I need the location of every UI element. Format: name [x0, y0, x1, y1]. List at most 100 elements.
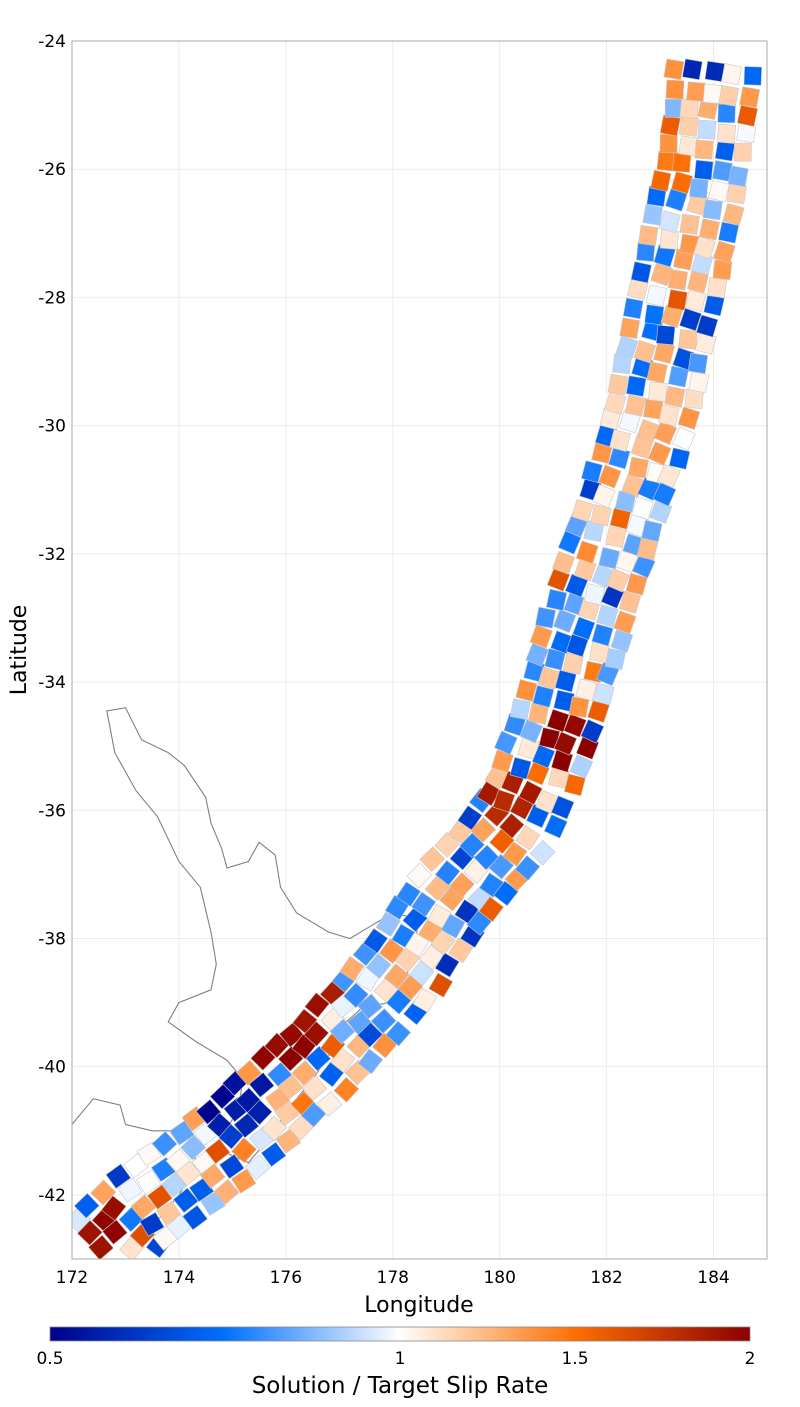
fault-patch [105, 1163, 132, 1189]
fault-patch [687, 270, 709, 294]
fault-patch [722, 203, 745, 226]
fault-patch [357, 1048, 384, 1075]
fault-patch [664, 98, 683, 118]
fault-patch [525, 642, 549, 667]
fault-patch [459, 832, 485, 859]
x-axis-title: Longitude [364, 1293, 473, 1318]
fault-patch [590, 504, 612, 527]
fault-patch [529, 839, 556, 866]
fault-patch [430, 929, 456, 956]
fault-patch [553, 731, 578, 756]
fault-patch [647, 441, 672, 466]
fault-patch [250, 1044, 277, 1071]
fault-patch [535, 606, 557, 629]
fault-patch [248, 1072, 275, 1098]
x-tick-label: 184 [697, 1268, 729, 1288]
fault-patch [76, 1219, 103, 1246]
fault-patch [448, 937, 474, 964]
x-tick-label: 176 [270, 1268, 302, 1288]
fault-patch [395, 881, 422, 907]
fault-patch [672, 152, 692, 173]
fault-patch [720, 63, 743, 86]
fault-patch [569, 754, 594, 779]
fault-patch [231, 1137, 257, 1164]
x-tick-label: 172 [56, 1268, 88, 1288]
fault-patch [161, 1172, 188, 1198]
fault-patch [650, 169, 672, 192]
fault-patch [667, 289, 688, 311]
fault-patch [365, 953, 392, 979]
fault-patch [329, 1018, 356, 1045]
fault-patch [618, 590, 642, 614]
fault-patch [658, 404, 680, 427]
fault-patch [698, 218, 721, 241]
fault-patch [101, 1219, 128, 1245]
fault-patch [546, 708, 570, 733]
y-axis-title: Latitude [7, 605, 32, 696]
fault-patch [434, 859, 461, 886]
y-tick-label: -28 [38, 288, 66, 308]
fault-patch [688, 371, 710, 394]
fault-patch [716, 123, 737, 144]
fault-patch [277, 1074, 304, 1100]
fault-patch [199, 1163, 226, 1189]
fault-patch [492, 789, 516, 813]
fault-patch [693, 235, 716, 260]
fault-patch [622, 297, 644, 320]
fault-patch [545, 588, 568, 611]
fault-patch [529, 624, 553, 649]
fault-patch [515, 679, 538, 702]
fault-patch [607, 373, 629, 396]
fault-patch [563, 773, 586, 797]
y-tick-labels: -24 -26 -28 -30 -32 -34 -36 -38 -40 -42 [38, 32, 66, 1206]
fault-patch [230, 1168, 257, 1194]
fault-patch [627, 456, 649, 479]
fault-patch [316, 1091, 343, 1117]
fault-patch [606, 568, 630, 593]
fault-patch [333, 1076, 360, 1103]
fault-patch [244, 1154, 271, 1181]
fault-patch [658, 210, 681, 234]
fault-patch [682, 58, 703, 81]
fault-patch [261, 1115, 288, 1142]
colorbar-tick-label: 0.5 [36, 1349, 63, 1369]
fault-patch [562, 652, 584, 675]
fault-patch [693, 159, 714, 181]
x-tick-label: 180 [483, 1268, 515, 1288]
colorbar-title: Solution / Target Slip Rate [252, 1373, 549, 1399]
fault-patch [568, 696, 590, 718]
fault-patch [146, 1184, 173, 1210]
plot-frame [71, 40, 768, 1260]
fault-patch [502, 841, 528, 867]
fault-patch [694, 139, 714, 160]
fault-patch [130, 1194, 157, 1220]
fault-patch [657, 463, 681, 489]
fault-patch [663, 58, 685, 81]
fault-patch [470, 817, 497, 843]
fault-patch [630, 261, 652, 284]
fault-patch [218, 1123, 245, 1150]
fault-patch [686, 81, 706, 102]
fault-patch [604, 647, 627, 671]
fault-patch [411, 891, 437, 918]
fault-patch [575, 678, 598, 702]
x-tick-label: 178 [377, 1268, 409, 1288]
fault-patch [702, 199, 723, 221]
fault-patch [679, 307, 702, 332]
fault-patch [689, 178, 709, 199]
fault-patch [718, 84, 740, 107]
fault-patch [678, 115, 699, 137]
fault-patch [291, 1060, 318, 1086]
fault-patch [609, 429, 631, 452]
fault-patch [412, 987, 438, 1013]
fault-patch [592, 682, 615, 706]
fault-patch [679, 213, 700, 235]
fault-patch [362, 927, 389, 954]
fault-patch [592, 484, 616, 509]
fault-patch [667, 269, 688, 291]
fault-patch [553, 608, 577, 633]
fault-patch [575, 540, 599, 564]
fault-patch [580, 719, 605, 744]
fault-patches [72, 58, 763, 1259]
